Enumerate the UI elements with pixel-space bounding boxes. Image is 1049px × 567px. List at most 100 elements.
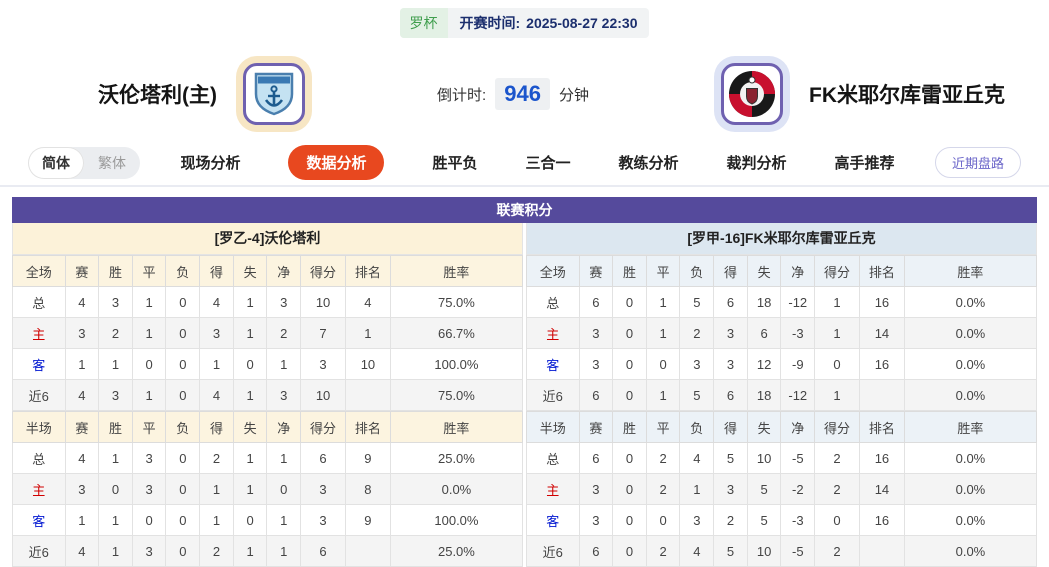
stat-cell: 18 — [746, 286, 782, 318]
stats-table: 半场赛胜平负得失净得分 排名 胜率总 6 0 2 4 5 10 -5 2 16 0.0% 主 3 0 2 1 3 5-… — [526, 411, 1038, 567]
nav-tab-5[interactable]: 裁判分析 — [726, 155, 787, 172]
stat-cell: 2 — [713, 504, 748, 536]
stat-cell: 0.0% — [903, 504, 1038, 536]
stat-cell: 2 — [814, 535, 860, 567]
row-label: 客 — [526, 348, 580, 380]
stat-cell: 0 — [165, 504, 201, 536]
stat-cell: 1 — [98, 442, 133, 474]
nav-tab-4[interactable]: 教练分析 — [618, 155, 679, 172]
stat-cell: 1 — [199, 473, 234, 505]
recent-handicap-button[interactable]: 近期盘路 — [934, 147, 1021, 178]
stat-cell: 6 — [578, 379, 614, 411]
row-label: 总 — [12, 442, 66, 474]
header-row: 半场赛胜平负得失净得分 排名 胜率 — [12, 411, 524, 443]
stat-cell: 3 — [199, 317, 234, 349]
col-header: 排名 — [858, 255, 905, 287]
nav-bar: 简体 繁体 现场分析 数据分析 胜平负 三合一 教练分析 裁判分析 高手推荐 近期盘路 — [0, 140, 1049, 187]
stat-cell: 10 — [746, 442, 782, 474]
stat-cell: -9 — [780, 348, 816, 380]
nav-tab-2[interactable]: 胜平负 — [432, 155, 478, 172]
panel-title: 联赛积分 — [12, 197, 1037, 223]
stat-cell: 1 — [131, 379, 167, 411]
stat-cell: 0 — [814, 348, 860, 380]
stat-cell: 16 — [858, 504, 905, 536]
stat-cell: 2 — [814, 442, 860, 474]
lang-simplified[interactable]: 简体 — [28, 146, 84, 179]
stat-cell: 3 — [679, 504, 715, 536]
stat-cell: 1 — [232, 535, 268, 567]
table-row: 主 3 0 1 2 3 6 -3 1 14 0.0% — [526, 317, 1038, 349]
row-label: 主 — [526, 473, 580, 505]
col-header: 平 — [645, 255, 681, 287]
stat-cell: 1 — [232, 379, 268, 411]
kickoff-label: 开赛时间: — [459, 15, 521, 31]
stat-cell: 2 — [814, 473, 860, 505]
stat-cell: 10 — [300, 379, 346, 411]
lang-traditional[interactable]: 繁体 — [98, 154, 126, 171]
col-header: 净 — [266, 255, 302, 287]
nav-tab-0[interactable]: 现场分析 — [180, 155, 241, 172]
col-header: 得分 — [300, 255, 346, 287]
stat-cell: 3 — [300, 504, 346, 536]
stat-cell: 3 — [713, 473, 748, 505]
col-header: 胜率 — [389, 255, 524, 287]
stat-cell: 2 — [645, 473, 681, 505]
nav-tab-3[interactable]: 三合一 — [525, 155, 571, 172]
stat-cell: 4 — [679, 535, 715, 567]
stat-cell: 2 — [199, 535, 234, 567]
nav-tab-1[interactable]: 数据分析 — [288, 145, 385, 180]
stat-cell: 3 — [98, 379, 133, 411]
stat-cell: 100.0% — [389, 504, 524, 536]
stat-cell: 0 — [612, 348, 647, 380]
stat-cell: 16 — [858, 286, 905, 318]
stat-cell: 1 — [232, 473, 268, 505]
stat-cell: 16 — [858, 442, 905, 474]
stat-cell: 0.0% — [903, 535, 1038, 567]
stat-cell: 0 — [165, 379, 201, 411]
table-row: 总 4 3 1 0 4 1 3 10 4 75.0% — [12, 286, 524, 318]
stat-cell: 0.0% — [903, 442, 1038, 474]
league-points-panel: 联赛积分 [罗乙-4]沃伦塔利 全场赛胜平负得失净得分 排名 胜率总 4 3 1 0 4 1 3 10… — [12, 197, 1038, 567]
away-team-name: FK米耶尔库雷亚丘克 — [809, 84, 1005, 107]
table-row: 总 6 0 1 5 6 18 -12 1 16 0.0% — [526, 286, 1038, 318]
stat-cell: 3 — [131, 442, 167, 474]
stat-cell: 6 — [578, 535, 614, 567]
nav-tab-6[interactable]: 高手推荐 — [834, 155, 895, 172]
stat-cell: 6 — [300, 535, 346, 567]
stat-cell: 0 — [612, 379, 647, 411]
stat-cell: 5 — [679, 286, 715, 318]
stat-cell: 0 — [612, 473, 647, 505]
stat-cell: 10 — [746, 535, 782, 567]
countdown: 倒计时: 946 分钟 — [305, 78, 721, 110]
stat-cell: 4 — [199, 286, 234, 318]
stat-cell: 0 — [266, 473, 302, 505]
stat-cell: 2 — [645, 442, 681, 474]
stat-cell — [344, 535, 391, 567]
team-section-title: [罗甲-16]FK米耶尔库雷亚丘克 — [526, 223, 1037, 255]
kickoff-value: 2025-08-27 22:30 — [526, 15, 638, 31]
circle-crest-icon — [729, 71, 775, 117]
stat-cell: 6 — [578, 442, 614, 474]
col-header: 净 — [780, 255, 816, 287]
shield-anchor-icon — [254, 72, 294, 116]
stat-cell: 3 — [578, 504, 614, 536]
table-row: 主 3 0 2 1 3 5 -2 2 14 0.0% — [526, 473, 1038, 505]
stat-cell: 0 — [165, 317, 201, 349]
table-row: 总 6 0 2 4 5 10 -5 2 16 0.0% — [526, 442, 1038, 474]
stat-cell: -3 — [780, 504, 816, 536]
stat-cell: 3 — [131, 535, 167, 567]
stat-cell: 18 — [746, 379, 782, 411]
stat-cell: 1 — [232, 442, 268, 474]
stat-cell: 1 — [131, 286, 167, 318]
table-row: 客 3 0 0 3 3 12 -9 0 16 0.0% — [526, 348, 1038, 380]
col-header: 半场 — [526, 411, 580, 443]
stat-cell: 2 — [98, 317, 133, 349]
col-header: 得 — [713, 255, 748, 287]
stat-cell: 3 — [266, 286, 302, 318]
row-label: 主 — [12, 317, 66, 349]
col-header: 负 — [165, 255, 201, 287]
row-label: 总 — [526, 442, 580, 474]
col-header: 排名 — [344, 411, 391, 443]
stat-cell: 0.0% — [903, 348, 1038, 380]
col-header: 得分 — [300, 411, 346, 443]
